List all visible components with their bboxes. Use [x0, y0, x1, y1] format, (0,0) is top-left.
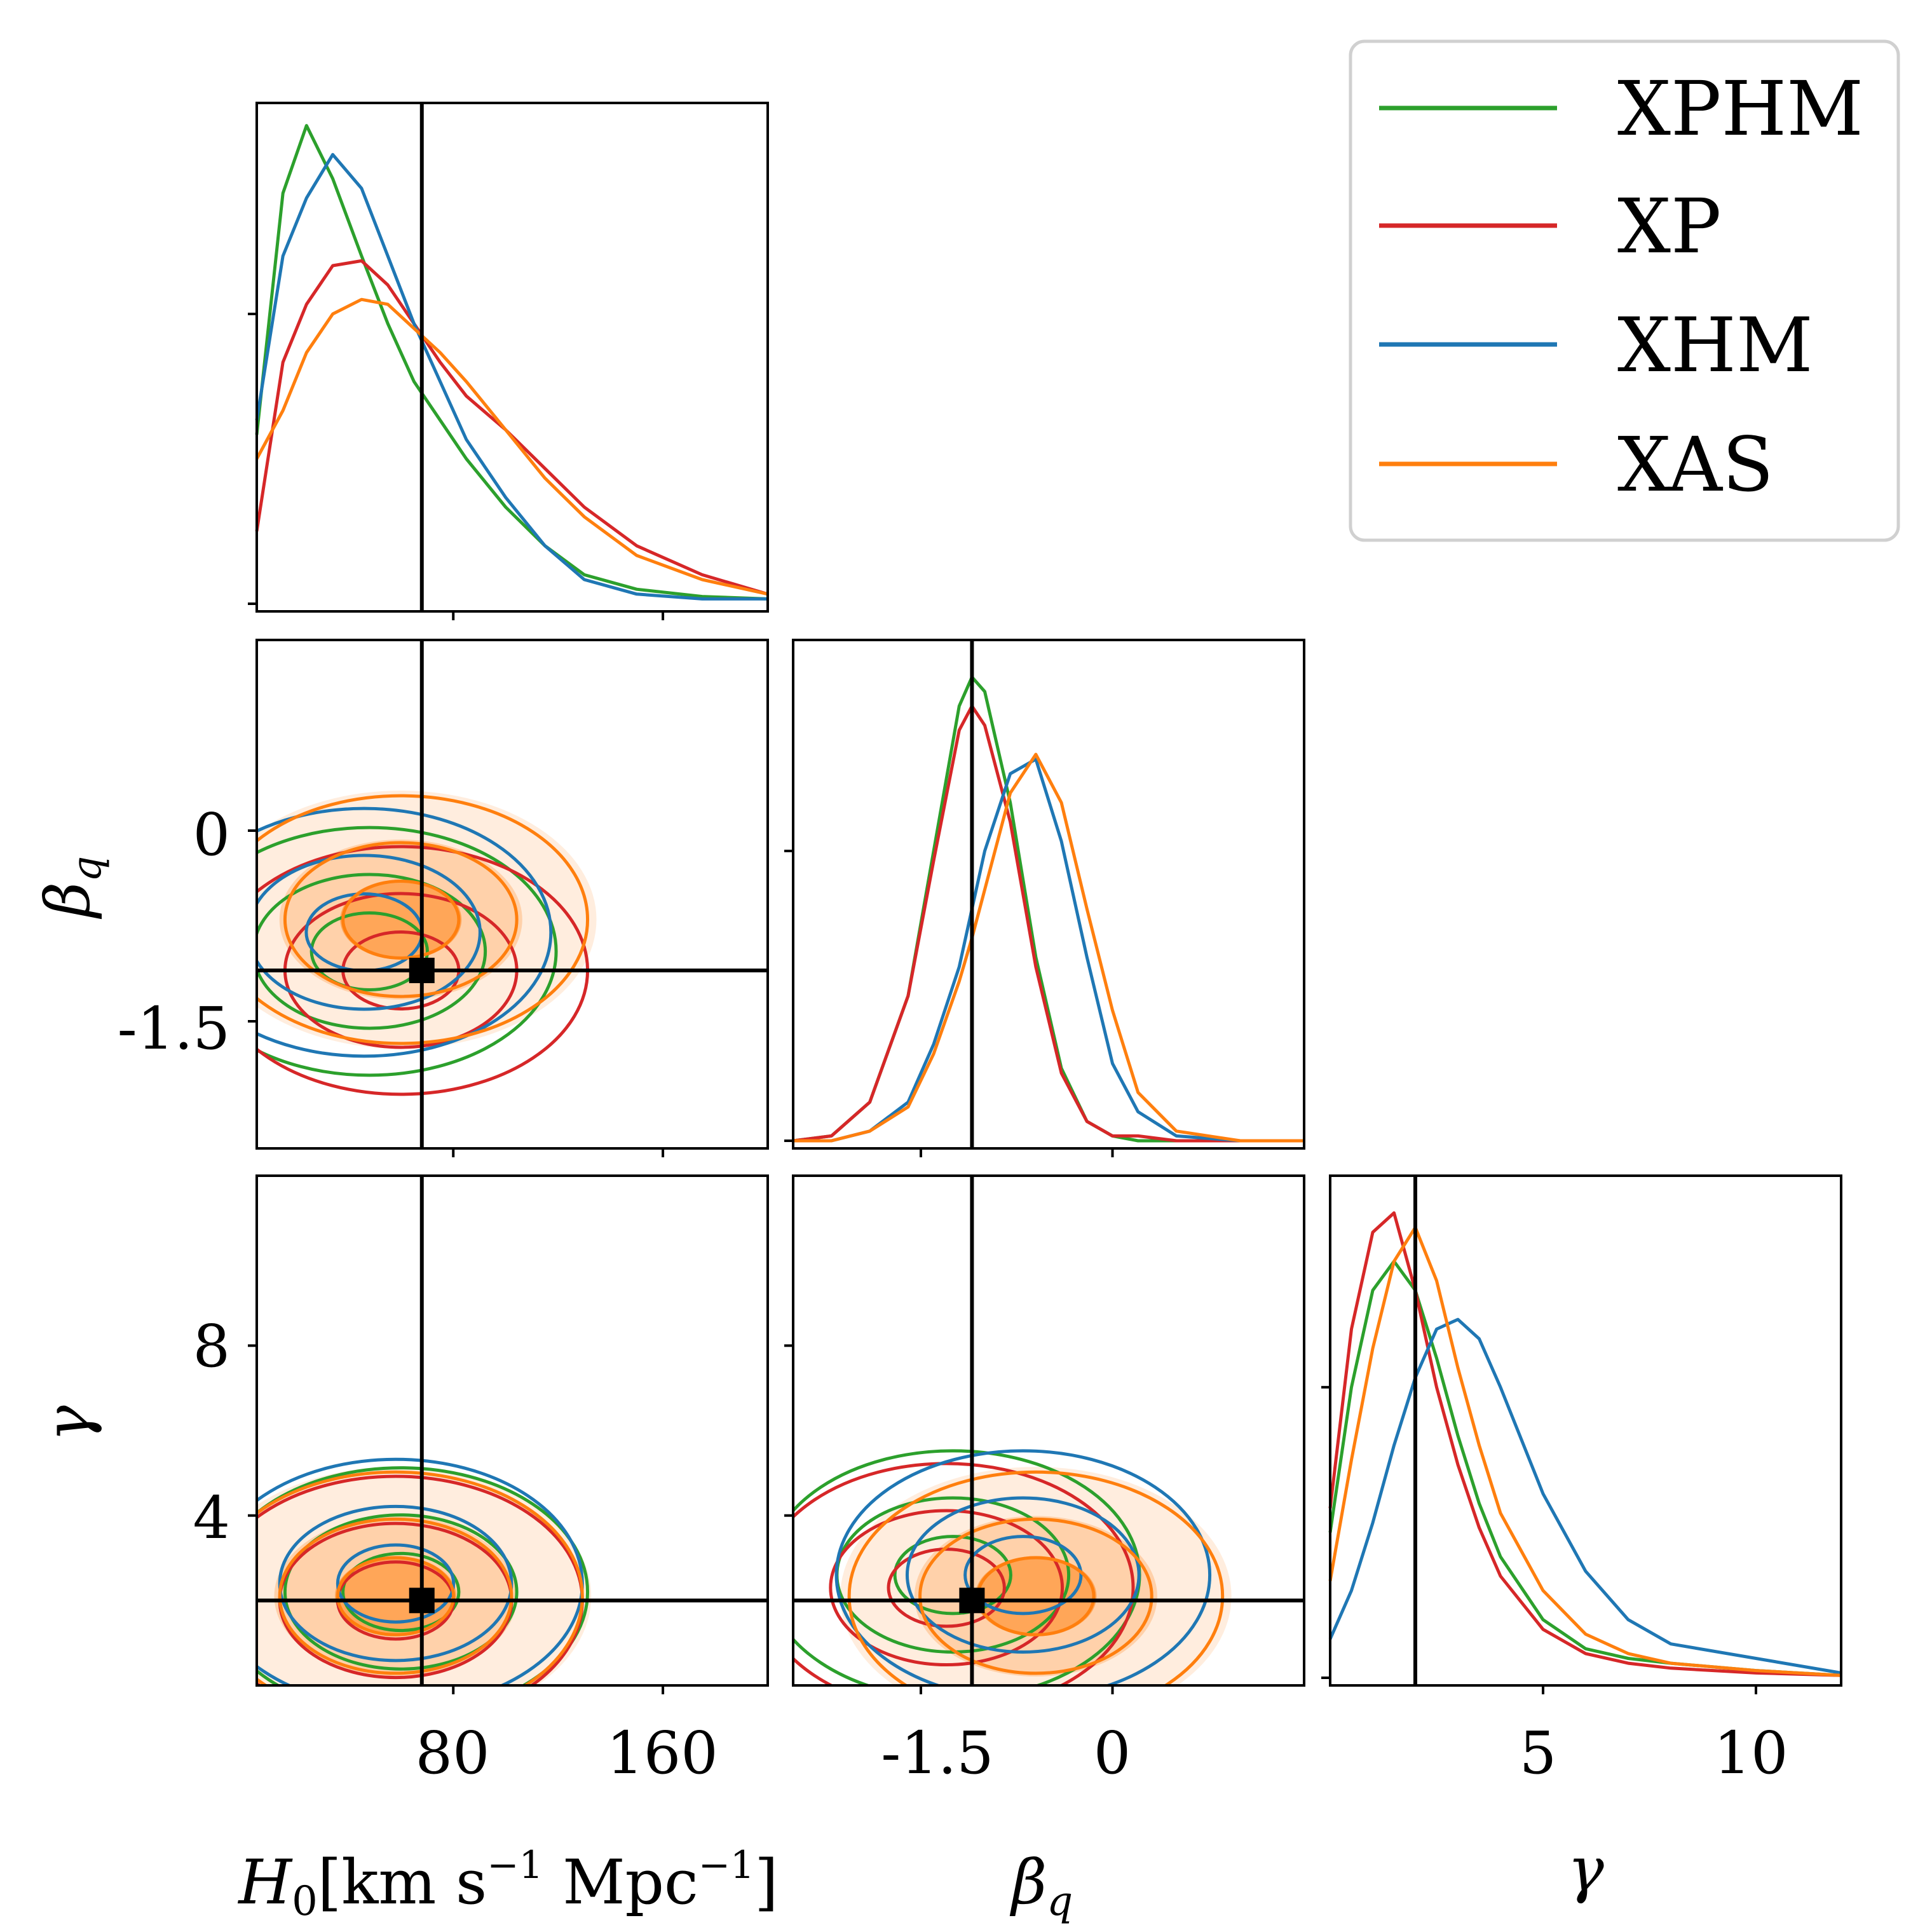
- h0-units-exp1: −1: [487, 1843, 543, 1888]
- x-tick-label-h0-80: 80: [415, 1719, 489, 1787]
- marginal-curve-beta_q-xas: [793, 752, 1304, 1143]
- contour-H0-beta_q-xas-level1: [341, 880, 461, 960]
- panel-frame-r2-c2: [1329, 1174, 1842, 1687]
- y-axis-label-gamma: γ: [32, 1405, 104, 1442]
- h0-units-exp2: −1: [698, 1843, 754, 1888]
- panel-frame-r1-c0: [255, 639, 769, 1150]
- svg-text:βq: βq: [32, 856, 111, 919]
- contour-H0-beta_q-xphm-level2: [257, 873, 487, 1030]
- x-tick-label-gamma-5: 5: [1520, 1719, 1557, 1787]
- contour-H0-gamma-xphm-level1: [341, 1551, 461, 1633]
- marginal-curve-beta_q-xphm: [793, 675, 1304, 1143]
- marginal-curve-beta_q-xp: [793, 704, 1304, 1143]
- legend-frame: [1349, 39, 1900, 542]
- beta-symbol: β: [1010, 1847, 1047, 1918]
- contour-beta_q-gamma-xp-level2: [829, 1509, 1065, 1667]
- contour-H0-gamma-xhm-level1: [336, 1543, 456, 1624]
- marginal-curve-gamma-xp: [1328, 1211, 1842, 1677]
- x-axis-label-h0: H0[km s−1 Mpc−1]: [237, 1843, 778, 1925]
- contour-beta_q-gamma-xhm-level1: [963, 1535, 1083, 1616]
- marginal-curve-H0-xhm: [255, 153, 768, 601]
- panel-frames-layer: [248, 102, 1842, 1694]
- h0-units-mpc: Mpc: [543, 1847, 698, 1918]
- x-tick-label-gamma-10: 10: [1713, 1719, 1788, 1787]
- h0-units: [km s: [318, 1847, 487, 1918]
- svg-text:γ: γ: [32, 1405, 104, 1442]
- panel-frame-r1-c1: [792, 639, 1305, 1150]
- legend-label-xp: XP: [1617, 182, 1721, 270]
- truth-marker-H0-beta_q: [409, 958, 435, 983]
- y-axis-label-beta-q: βq: [32, 856, 111, 919]
- legend: XPHM XP XHM XAS: [1349, 39, 1900, 542]
- y-beta-symbol: β: [32, 882, 104, 920]
- beta-subscript: q: [1047, 1878, 1073, 1925]
- contour-H0-gamma-xas-level3: [257, 1470, 584, 1685]
- legend-label-xhm: XHM: [1617, 301, 1813, 389]
- contour-H0-beta_q-xhm-level3: [257, 806, 553, 1058]
- contour-beta_q-gamma-xp-level3: [793, 1462, 1135, 1685]
- h0-symbol: H: [237, 1847, 293, 1918]
- panel-frame-r2-c1: [792, 1174, 1305, 1687]
- contour-H0-beta_q-xphm-level3: [257, 826, 558, 1077]
- h0-units-close: ]: [754, 1847, 778, 1918]
- contour-H0-gamma-xas-level2: [278, 1517, 514, 1675]
- truth-lines-layer: [257, 103, 1417, 1685]
- marginal-curve-H0-xp: [255, 259, 768, 596]
- panel-frame-r2-c0: [255, 1174, 769, 1687]
- y-beta-subscript: q: [64, 856, 111, 882]
- contour-H0-beta_q-xas-level2: [283, 841, 519, 998]
- x-tick-label-h0-160: 160: [606, 1719, 718, 1787]
- marginal-curve-H0-xphm: [255, 124, 768, 601]
- x-axis-label-beta-q: βq: [1010, 1847, 1073, 1925]
- contour-H0-gamma-xphm-level3: [257, 1466, 589, 1685]
- contour-H0-beta_q-xhm-level2: [257, 854, 482, 1011]
- legend-label-xas: XAS: [1617, 421, 1774, 508]
- contour-beta_q-gamma-xas-level2: [918, 1517, 1153, 1675]
- series-curves-layer: [255, 124, 1842, 1685]
- contour-H0-gamma-xphm-level2: [283, 1513, 519, 1671]
- filled-contours-layer: [257, 791, 1232, 1685]
- marginal-curve-gamma-xphm: [1328, 1260, 1842, 1677]
- contour-H0-gamma-xas-level1: [336, 1556, 456, 1636]
- contour-H0-beta_q-xas-level3: [257, 794, 589, 1045]
- h0-subscript: 0: [292, 1878, 318, 1925]
- truth-marker-beta_q-gamma: [959, 1588, 985, 1614]
- contour-beta_q-gamma-xas-level3: [847, 1470, 1225, 1685]
- marginal-curve-gamma-xhm: [1328, 1317, 1842, 1675]
- y-tick-label-beta-neg15: -1.5: [118, 995, 230, 1063]
- legend-label-xphm: XPHM: [1617, 65, 1863, 153]
- contour-beta_q-gamma-xphm-level1: [893, 1535, 1012, 1616]
- y-tick-label-gamma-4: 4: [193, 1484, 230, 1552]
- truth-marker-H0-gamma: [409, 1588, 435, 1614]
- x-tick-label-beta-neg15: -1.5: [881, 1719, 993, 1787]
- contour-beta_q-gamma-xhm-level3: [834, 1449, 1211, 1685]
- marginal-curve-beta_q-xhm: [793, 758, 1304, 1143]
- contour-H0-beta_q-xphm-level1: [310, 911, 429, 991]
- panel-frame-r0-c0: [255, 102, 769, 613]
- x-tick-label-beta-0: 0: [1094, 1719, 1131, 1787]
- x-axis-label-gamma: γ: [1567, 1834, 1604, 1905]
- y-tick-label-gamma-8: 8: [193, 1312, 230, 1380]
- marginal-curve-gamma-xas: [1328, 1225, 1842, 1677]
- y-tick-label-beta-0: 0: [193, 801, 230, 869]
- filled-contour-beta_q-gamma-level1: [975, 1556, 1097, 1636]
- marginal-curve-H0-xas: [255, 297, 768, 596]
- joint-contours-beta_q-gamma: [793, 1449, 1225, 1685]
- contour-beta_q-gamma-xhm-level2: [905, 1496, 1141, 1654]
